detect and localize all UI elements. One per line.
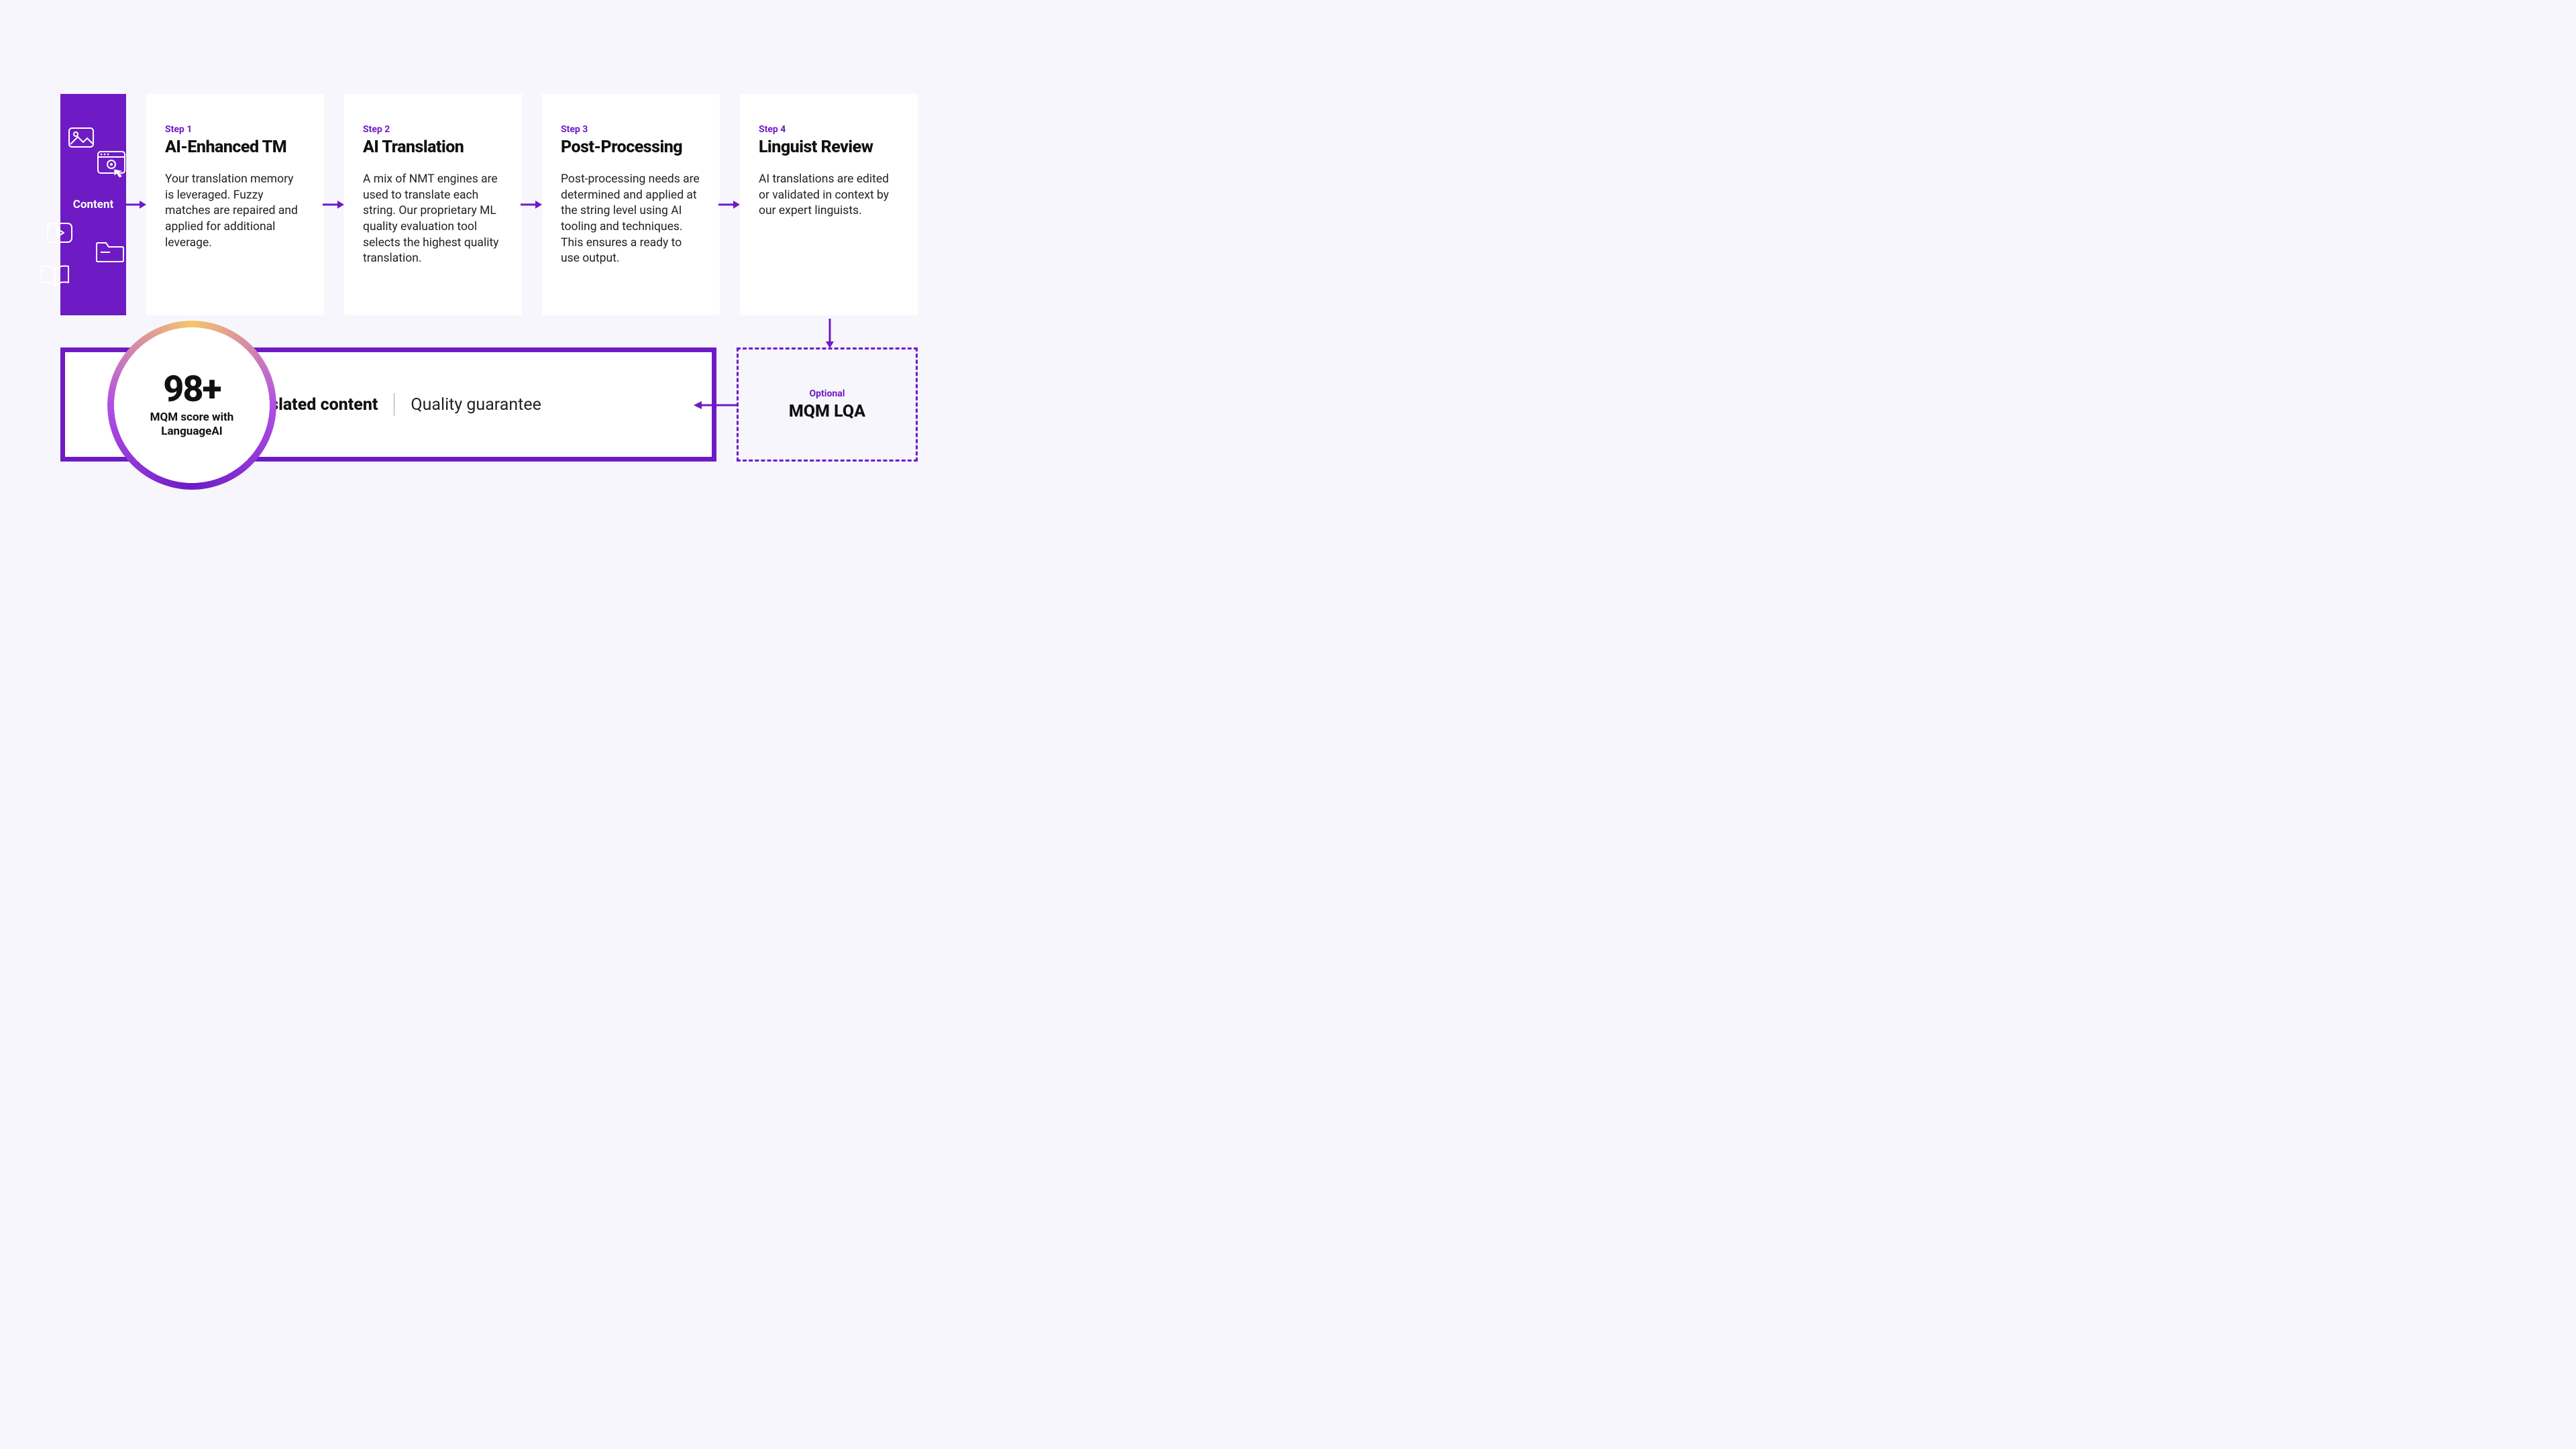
step-4-card: Step 4 Linguist Review AI translations a… [740,94,918,315]
video-play-icon [47,223,72,243]
step-4-body: AI translations are edited or validated … [759,172,899,219]
step-1-body: Your translation memory is leveraged. Fu… [165,172,305,251]
arrow-step3-to-step4 [720,94,740,315]
step-2-card: Step 2 AI Translation A mix of NMT engin… [344,94,522,315]
step-2-body: A mix of NMT engines are used to transla… [363,172,503,267]
step-4-title: Linguist Review [759,138,899,157]
score-circle: 98+ MQM score with LanguageAI [111,324,273,486]
book-open-icon [40,265,70,286]
translated-inner: Translated content Quality guarantee [235,393,541,416]
step-2-title: AI Translation [363,138,503,157]
image-icon [68,127,94,148]
step-1-label: Step 1 [165,124,305,135]
optional-box: Optional MQM LQA [737,347,918,462]
step-4-label: Step 4 [759,124,899,135]
score-sub-line2: LanguageAI [161,425,222,438]
optional-title: MQM LQA [789,402,865,421]
score-value: 98+ [163,372,220,408]
arrow-optional-to-translated [694,400,739,409]
score-subtitle: MQM score with LanguageAI [150,411,234,439]
step-3-card: Step 3 Post-Processing Post-processing n… [542,94,720,315]
step-3-label: Step 3 [561,124,701,135]
step-3-body: Post-processing needs are determined and… [561,172,701,267]
arrow-content-to-step1 [126,94,146,315]
content-label: Content [73,198,113,211]
steps-row: Content Step 1 AI-Enhanced [60,94,919,315]
arrow-step1-to-step2 [324,94,344,315]
content-column: Content [60,94,126,315]
touch-window-icon [97,151,127,178]
quality-guarantee-label: Quality guarantee [411,395,541,415]
step-1-card: Step 1 AI-Enhanced TM Your translation m… [146,94,324,315]
arrow-step2-to-step3 [522,94,542,315]
step-3-title: Post-Processing [561,138,701,157]
folder-icon [95,240,125,263]
step-1-title: AI-Enhanced TM [165,138,305,157]
score-sub-line1: MQM score with [150,411,234,424]
step-2-label: Step 2 [363,124,503,135]
arrow-step4-to-optional [825,319,835,348]
diagram-canvas: Content Step 1 AI-Enhanced [60,94,919,462]
bottom-row: Translated content Quality guarantee 98+… [60,347,919,462]
optional-label: Optional [810,388,845,399]
